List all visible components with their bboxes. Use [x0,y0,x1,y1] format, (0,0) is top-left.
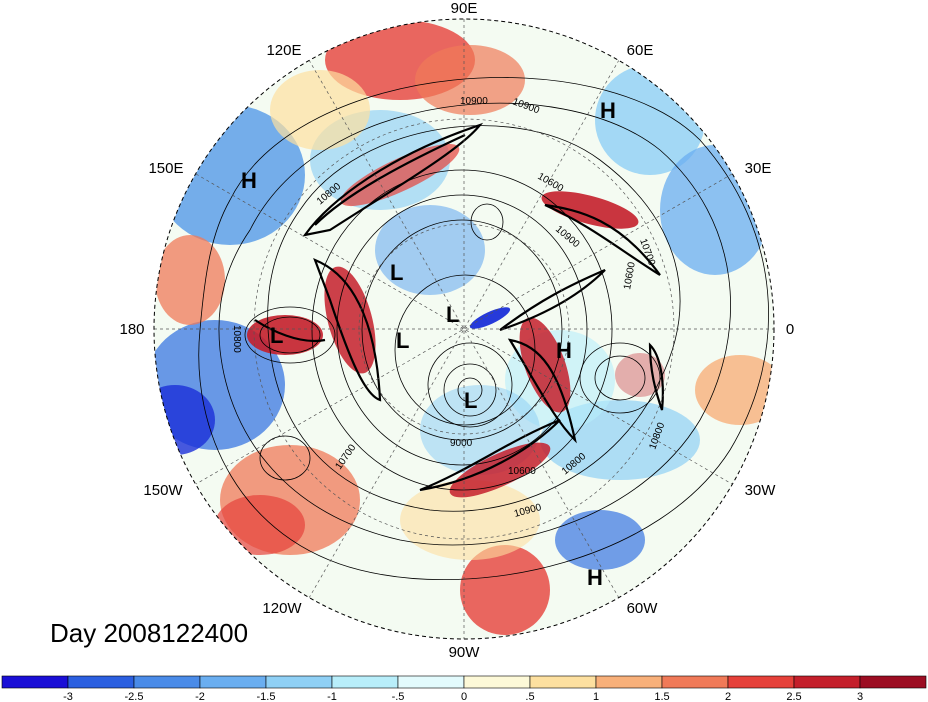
pressure-systems: H H H H L L L L L [241,98,616,590]
colorbar-swatch [859,675,927,689]
colorbar-swatch [199,675,267,689]
colorbar-swatch [529,675,597,689]
map-title: Day 2008122400 [50,618,249,648]
lon-label-120e: 120E [266,42,301,59]
colorbar-tick-label: 2.5 [786,691,801,702]
map-border [153,18,775,640]
colorbar-swatch [67,675,135,689]
anomaly-shading [154,19,774,639]
colorbar-swatch [595,675,663,689]
low-marker: L [464,388,477,413]
colorbar-tick-label: -2 [195,691,205,702]
low-marker: L [396,328,409,353]
lon-label-30w: 30W [745,482,777,499]
colorbar-tick-label: 1 [593,691,599,702]
lon-label-90e: 90E [451,0,478,17]
contour-label: 10900 [460,96,488,107]
colorbar: -3 -2.5 -2 -1.5 -1 -.5 0 .5 1 1.5 2 2.5 3 [1,675,927,702]
colorbar-tick-label: -3 [63,691,73,702]
high-marker: H [600,98,616,123]
colorbar-tick-label: -.5 [392,691,405,702]
colorbar-tick-label: 2 [725,691,731,702]
colorbar-tick-label: 1.5 [654,691,669,702]
lon-label-180: 180 [119,321,144,338]
colorbar-tick-label: .5 [525,691,534,702]
contour-label: 10600 [622,261,638,291]
colorbar-tick-label: -2.5 [125,691,144,702]
colorbar-tick-label: -1 [327,691,337,702]
jet-contours [254,122,664,492]
colorbar-swatch [793,675,861,689]
lon-label-90w: 90W [449,644,481,661]
contour-label: 9000 [450,438,473,449]
colorbar-tick-label: -1.5 [257,691,276,702]
lon-label-60e: 60E [627,42,654,59]
lon-label-30e: 30E [745,160,772,177]
colorbar-swatch [331,675,399,689]
colorbar-tick-label: 3 [857,691,863,702]
low-marker: L [446,302,459,327]
contour-label: 10800 [231,325,242,353]
colorbar-swatch [1,675,69,689]
colorbar-swatch [463,675,531,689]
high-marker: H [587,565,603,590]
height-contours [198,77,769,580]
lon-label-0: 0 [786,321,794,338]
low-marker: L [390,260,403,285]
lon-label-120w: 120W [262,600,302,617]
longitude-labels: 90E 60E 30E 0 30W 60W 90W 120W 150W 180 … [119,0,794,661]
high-marker: H [241,168,257,193]
colorbar-swatch [727,675,795,689]
colorbar-swatch [133,675,201,689]
colorbar-swatch [397,675,465,689]
lon-label-150e: 150E [148,160,183,177]
low-marker: L [270,323,283,348]
colorbar-tick-label: 0 [461,691,467,702]
colorbar-swatch [265,675,333,689]
high-marker: H [556,338,572,363]
lon-label-60w: 60W [627,600,659,617]
colorbar-swatch [661,675,729,689]
contour-label: 10600 [508,466,536,477]
graticule [154,19,774,639]
lon-label-150w: 150W [143,482,183,499]
